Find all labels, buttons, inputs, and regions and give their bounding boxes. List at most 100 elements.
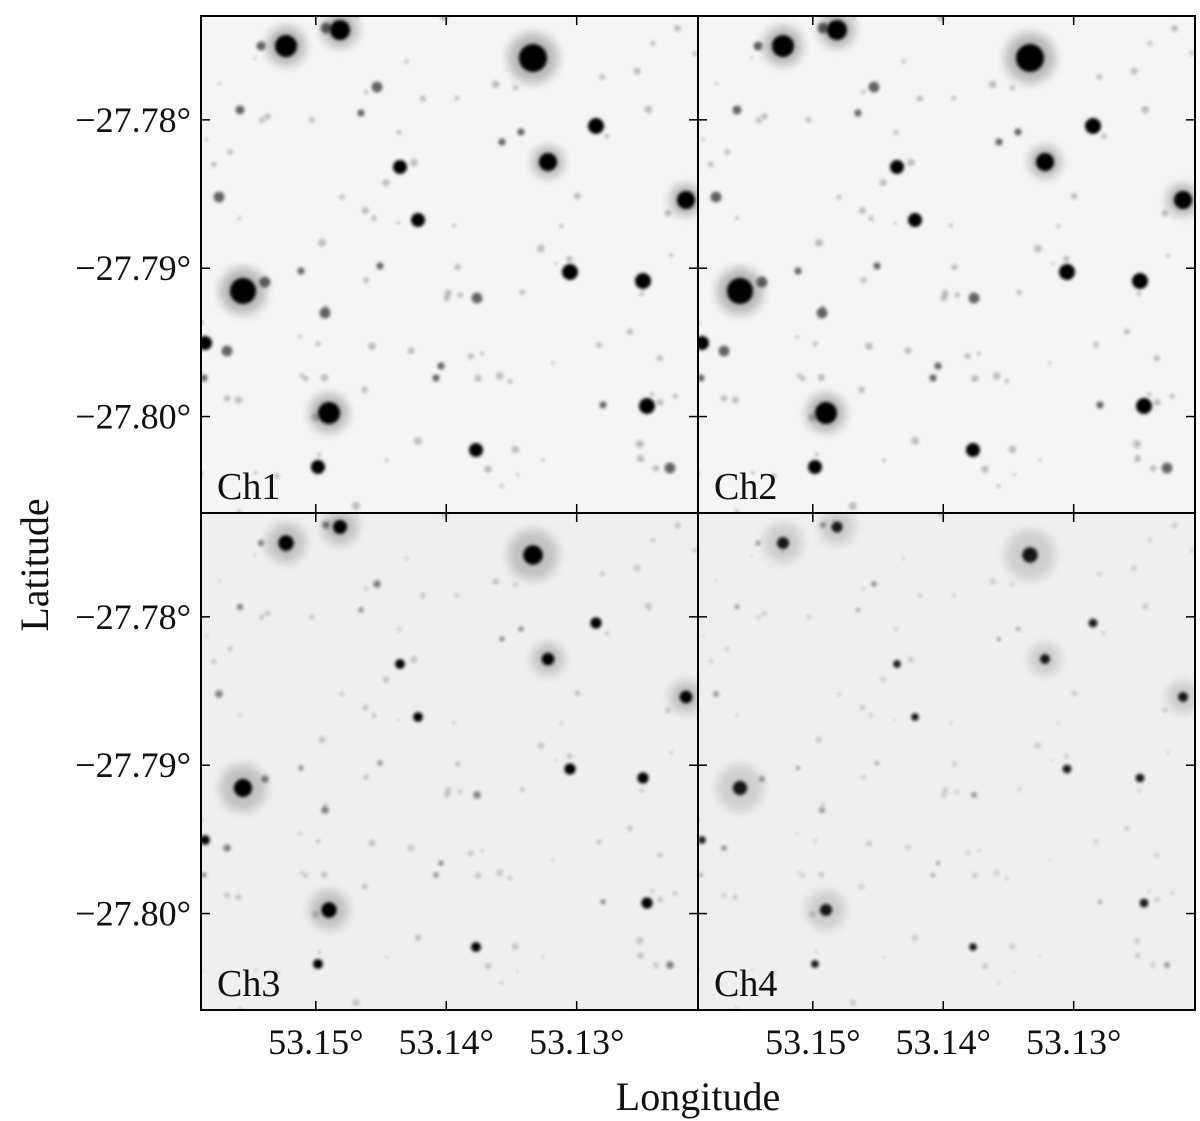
faint-star [917, 592, 923, 599]
star [819, 903, 833, 917]
faint-star [674, 522, 681, 529]
star [373, 580, 381, 588]
star [275, 35, 297, 57]
faint-star [859, 704, 866, 711]
faint-star [865, 342, 873, 351]
faint-star [217, 579, 221, 583]
panel-frame [697, 512, 1196, 1011]
star [854, 109, 862, 117]
faint-star [724, 149, 731, 155]
faint-star [511, 943, 519, 950]
star [856, 608, 860, 612]
star [235, 105, 245, 115]
faint-star [454, 761, 461, 767]
faint-star [274, 970, 280, 976]
faint-star [672, 393, 678, 399]
faint-star [993, 869, 1000, 876]
faint-star [1124, 826, 1130, 832]
star [395, 659, 405, 669]
faint-star [849, 999, 857, 1007]
star [911, 713, 919, 721]
panel-background [201, 16, 698, 513]
star [376, 262, 384, 270]
faint-star [474, 872, 482, 879]
star [1016, 44, 1044, 72]
faint-star [1093, 839, 1099, 845]
faint-star [1038, 458, 1042, 462]
faint-star [492, 578, 500, 585]
faint-star [1161, 209, 1169, 217]
faint-star [451, 223, 456, 228]
star [313, 959, 323, 969]
star [796, 766, 800, 770]
faint-star [420, 592, 426, 599]
faint-star [755, 117, 762, 124]
faint-star [1189, 50, 1195, 56]
faint-star [1101, 133, 1107, 139]
faint-star [511, 445, 520, 454]
star [679, 690, 693, 704]
star [259, 276, 271, 288]
faint-star [512, 582, 518, 588]
faint-star [444, 792, 450, 798]
star [471, 942, 481, 952]
star [201, 872, 207, 878]
faint-star [496, 869, 504, 877]
star [1040, 654, 1050, 664]
faint-star [820, 802, 825, 807]
star [929, 374, 937, 382]
faint-star [1038, 955, 1042, 959]
faint-star [735, 1006, 739, 1010]
faint-star [1147, 40, 1153, 46]
faint-star [882, 458, 886, 463]
star [759, 776, 765, 782]
faint-star [361, 883, 368, 890]
star [319, 307, 331, 319]
faint-star [805, 116, 812, 123]
faint-star [507, 378, 513, 384]
faint-star [211, 161, 217, 168]
faint-star [315, 341, 321, 347]
faint-star [519, 289, 526, 296]
faint-star [554, 262, 558, 266]
star [393, 160, 407, 174]
faint-star [997, 981, 1001, 985]
faint-star [1093, 342, 1100, 348]
faint-star [731, 396, 739, 404]
faint-star [315, 838, 321, 844]
faint-star [674, 25, 681, 32]
faint-star [1096, 74, 1103, 80]
faint-star [971, 374, 979, 383]
star [1059, 264, 1075, 280]
faint-star [253, 470, 258, 475]
star [756, 276, 768, 288]
faint-star [223, 395, 231, 402]
faint-star [414, 934, 422, 942]
star [966, 443, 980, 457]
faint-star [644, 603, 652, 610]
star [819, 807, 825, 813]
faint-star [633, 67, 641, 75]
star [1014, 128, 1022, 136]
faint-star [253, 553, 257, 557]
star [1161, 462, 1173, 474]
faint-star [1017, 787, 1022, 792]
faint-star [796, 373, 801, 378]
faint-star [396, 718, 400, 722]
faint-star [858, 207, 866, 215]
faint-star [596, 839, 602, 845]
star [333, 520, 347, 534]
faint-star [750, 553, 754, 557]
faint-star [574, 690, 581, 697]
faint-star [371, 215, 377, 222]
faint-star [761, 610, 768, 617]
faint-star [644, 105, 653, 114]
star [223, 844, 231, 852]
faint-star [858, 883, 865, 890]
faint-star [860, 89, 866, 95]
star [498, 138, 506, 146]
faint-star [860, 277, 867, 284]
faint-star [893, 718, 897, 722]
star [873, 262, 881, 270]
